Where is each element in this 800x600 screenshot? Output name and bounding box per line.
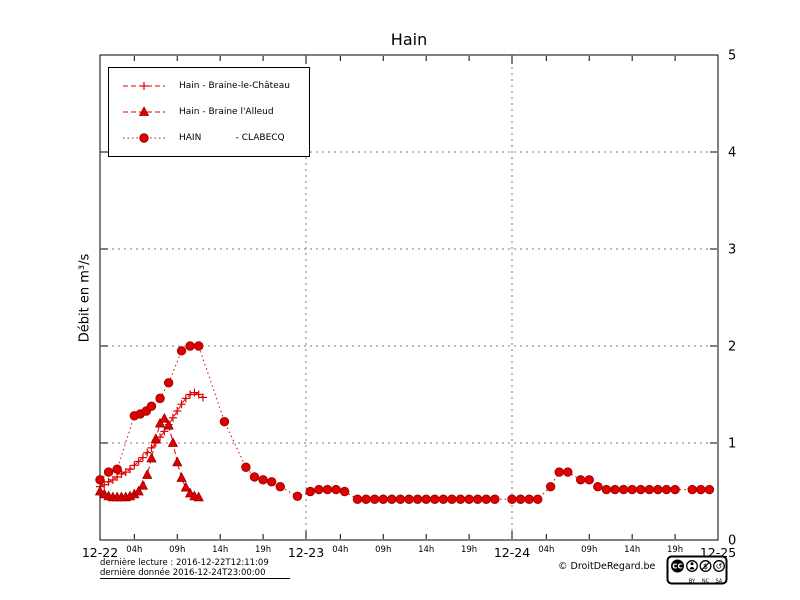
svg-text:19h: 19h	[461, 545, 477, 555]
legend-item-braine-le-chateau: Hain - Braine-le-Château	[109, 79, 309, 93]
footer-divider	[100, 578, 290, 579]
svg-text:1: 1	[728, 437, 736, 452]
svg-text:14h: 14h	[418, 545, 434, 555]
legend-label-braine-l-alleud: Hain - Braine l'Alleud	[179, 107, 274, 117]
svg-text:14h: 14h	[624, 545, 640, 555]
legend-label-braine-le-chateau: Hain - Braine-le-Château	[179, 81, 290, 91]
svg-text:5: 5	[728, 49, 736, 64]
y-axis-label: Débit en m³/s	[77, 253, 93, 343]
cc-nc-icon: $ NC	[699, 560, 712, 585]
svg-text:12-23: 12-23	[288, 545, 324, 560]
legend-item-clabecq: HAIN - CLABECQ	[109, 131, 309, 145]
svg-text:19h: 19h	[667, 545, 683, 555]
svg-text:↺: ↺	[716, 562, 723, 571]
svg-text:12-24: 12-24	[494, 545, 530, 560]
svg-text:0: 0	[728, 534, 736, 549]
cc-sa-icon: ↺ SA	[713, 560, 725, 585]
series-1	[94, 412, 204, 502]
svg-text:04h: 04h	[538, 545, 554, 555]
series-2	[95, 341, 715, 504]
legend: Hain - Braine-le-Château Hain - Braine l…	[108, 67, 310, 157]
cc-logo-icon: CC	[671, 559, 684, 573]
svg-text:NC: NC	[702, 579, 710, 585]
svg-text:19h: 19h	[255, 545, 271, 555]
svg-text:04h: 04h	[332, 545, 348, 555]
svg-text:09h: 09h	[581, 545, 597, 555]
chart-title: Hain	[390, 30, 428, 49]
copyright-text: © DroitDeRegard.be	[558, 561, 656, 572]
svg-text:BY: BY	[689, 579, 696, 585]
svg-text:3: 3	[728, 243, 736, 258]
legend-item-braine-l-alleud: Hain - Braine l'Alleud	[109, 105, 309, 119]
triangle-marker-icon	[123, 106, 165, 116]
legend-label-clabecq: HAIN - CLABECQ	[179, 133, 285, 143]
last-data-text: dernière donnée 2016-12-24T23:00:00	[100, 568, 266, 578]
svg-text:14h: 14h	[212, 545, 228, 555]
svg-text:04h: 04h	[126, 545, 142, 555]
svg-text:2: 2	[728, 340, 736, 355]
svg-text:4: 4	[728, 146, 736, 161]
cc-license-badge: CC BY $ NC ↺ SA	[666, 555, 728, 585]
plus-marker-icon	[123, 82, 165, 90]
cc-by-icon: BY	[686, 560, 698, 585]
svg-text:09h: 09h	[375, 545, 391, 555]
svg-text:09h: 09h	[169, 545, 185, 555]
svg-text:12-22: 12-22	[82, 545, 118, 560]
svg-text:CC: CC	[672, 563, 682, 571]
last-reading-text: dernière lecture : 2016-12-22T12:11:09	[100, 558, 269, 568]
svg-text:SA: SA	[716, 579, 723, 585]
circle-marker-icon	[123, 133, 165, 143]
